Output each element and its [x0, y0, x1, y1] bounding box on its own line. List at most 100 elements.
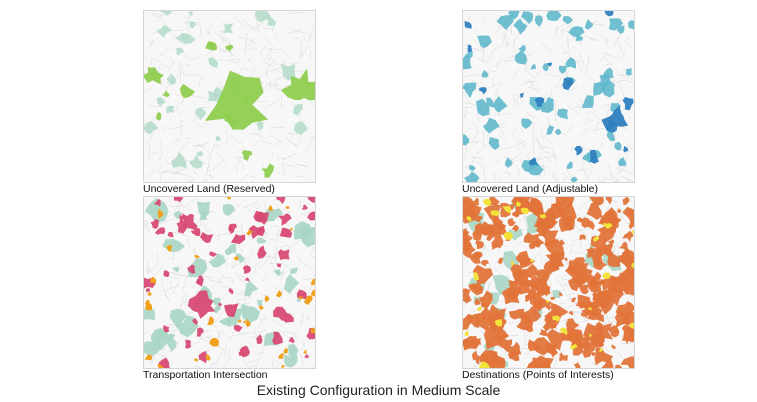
- highlight-patch: [187, 264, 196, 274]
- highlight-patch: [544, 313, 556, 326]
- land-patch: [293, 120, 308, 135]
- land-patch: [218, 316, 232, 327]
- highlight-patch: [607, 252, 621, 267]
- highlight-patch: [464, 20, 472, 29]
- land-patch: [215, 136, 221, 142]
- highlight-patch: [276, 263, 282, 268]
- secondary-patch: [303, 295, 313, 306]
- caption-uncovered-land-adjustable: Uncovered Land (Adjustable): [462, 183, 598, 195]
- secondary-patch: [268, 205, 273, 211]
- highlight-patch: [490, 351, 503, 364]
- secondary-patch: [226, 197, 231, 200]
- secondary-patch: [511, 260, 515, 267]
- land-patch: [256, 299, 264, 307]
- highlight-patch: [301, 204, 308, 210]
- highlight-patch: [463, 241, 476, 259]
- secondary-patch: [604, 222, 612, 229]
- land-patch: [199, 211, 208, 221]
- highlight-patch: [272, 331, 283, 345]
- land-patch: [485, 97, 497, 109]
- highlight-patch: [487, 313, 495, 322]
- land-patch: [614, 141, 622, 151]
- highlight-patch: [480, 221, 496, 236]
- secondary-patch: [552, 315, 561, 322]
- highlight-patch: [468, 335, 482, 350]
- secondary-patch: [482, 198, 492, 207]
- land-patch: [530, 64, 536, 70]
- highlight-patch: [217, 302, 222, 307]
- land-patch: [189, 21, 198, 29]
- highlight-patch: [225, 44, 234, 52]
- highlight-patch: [463, 336, 477, 351]
- highlight-patch: [475, 359, 480, 365]
- land-patch: [256, 121, 264, 131]
- secondary-patch: [264, 295, 270, 303]
- secondary-patch: [503, 231, 514, 240]
- highlight-patch: [559, 356, 564, 362]
- secondary-patch: [310, 278, 315, 286]
- highlight-patch: [606, 212, 622, 226]
- highlight-patch: [483, 326, 505, 350]
- land-patch: [534, 15, 543, 27]
- land-patch: [144, 120, 159, 135]
- land-patch: [477, 35, 492, 49]
- secondary-patch: [478, 361, 490, 368]
- secondary-patch: [208, 316, 215, 325]
- highlight-patch: [276, 197, 286, 205]
- secondary-patch: [570, 343, 578, 350]
- highlight-patch: [576, 216, 583, 223]
- highlight-patch: [198, 350, 211, 364]
- secondary-patch: [194, 358, 199, 362]
- highlight-patch: [280, 68, 315, 101]
- land-patch: [196, 150, 204, 157]
- highlight-patch: [162, 325, 170, 333]
- land-patch: [494, 96, 508, 113]
- land-patch: [606, 130, 616, 142]
- land-patch: [575, 34, 584, 42]
- land-patch: [541, 96, 554, 114]
- highlight-patch: [616, 208, 622, 214]
- land-patch: [241, 303, 261, 324]
- secondary-patch: [150, 276, 157, 284]
- highlight-patch: [525, 197, 544, 216]
- highlight-patch: [481, 303, 486, 307]
- highlight-patch: [150, 218, 159, 230]
- land-patch: [554, 128, 562, 135]
- land-patch: [463, 134, 470, 146]
- highlight-patch: [520, 264, 539, 279]
- highlight-patch: [575, 272, 588, 286]
- highlight-patch: [256, 226, 265, 235]
- highlight-patch: [530, 281, 539, 293]
- highlight-patch: [516, 279, 533, 295]
- map-uncovered-land-reserved: [143, 10, 316, 183]
- highlight-patch: [591, 351, 596, 357]
- secondary-patch: [303, 350, 307, 354]
- highlight-patch: [501, 286, 520, 305]
- highlight-patch: [238, 348, 245, 357]
- highlight-patch: [507, 218, 516, 227]
- highlight-patch: [185, 339, 192, 349]
- highlight-patch: [492, 214, 502, 227]
- secondary-patch: [515, 201, 522, 207]
- highlight-patch: [288, 337, 295, 344]
- land-patch: [283, 274, 300, 294]
- highlight-patch: [227, 226, 235, 234]
- land-patch: [283, 354, 298, 368]
- highlight-patch: [568, 311, 574, 316]
- highlight-patch: [154, 227, 166, 235]
- map-destinations-poi: [462, 196, 635, 369]
- land-patch: [546, 11, 562, 21]
- highlight-patch: [544, 300, 552, 311]
- highlight-patch: [590, 332, 605, 347]
- secondary-patch: [147, 292, 152, 296]
- highlight-patch: [566, 318, 580, 331]
- secondary-patch: [631, 230, 634, 234]
- land-patch: [518, 44, 526, 54]
- secondary-patch: [476, 306, 483, 311]
- highlight-patch: [546, 329, 566, 351]
- highlight-patch: [607, 239, 615, 248]
- land-patch: [581, 95, 594, 108]
- highlight-patch: [534, 96, 545, 108]
- highlight-patch: [536, 286, 546, 296]
- land-patch: [521, 11, 534, 24]
